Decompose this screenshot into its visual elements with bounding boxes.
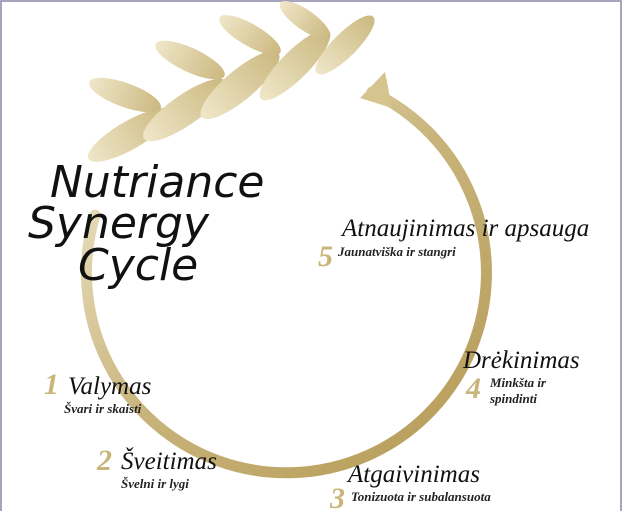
step-description: Jaunatviška ir stangri	[337, 244, 456, 259]
step-name: Valymas	[68, 373, 151, 400]
step-number: 4	[465, 372, 481, 405]
step-name: Atgaivinimas	[346, 461, 480, 488]
step-number: 1	[44, 368, 59, 401]
step-number: 3	[329, 482, 345, 511]
arrow-head	[360, 72, 392, 108]
step-name: Šveitimas	[121, 447, 217, 475]
step-number: 5	[318, 240, 333, 273]
step-description: Švari ir skaisti	[64, 401, 142, 416]
step-number: 2	[96, 444, 112, 477]
step-name: Drėkinimas	[462, 347, 580, 374]
leaves	[81, 0, 381, 171]
step-description: spindinti	[489, 391, 537, 406]
diagram: Nutriance Synergy Cycle 1 Valymas Švari …	[0, 0, 622, 511]
step-description: Tonizuota ir subalansuota	[351, 489, 491, 504]
step-description: Švelni ir lygi	[121, 476, 189, 491]
step-description: Minkšta ir	[489, 375, 547, 390]
step-name: Atnaujinimas ir apsauga	[340, 215, 589, 242]
title-line: Cycle	[78, 240, 198, 291]
